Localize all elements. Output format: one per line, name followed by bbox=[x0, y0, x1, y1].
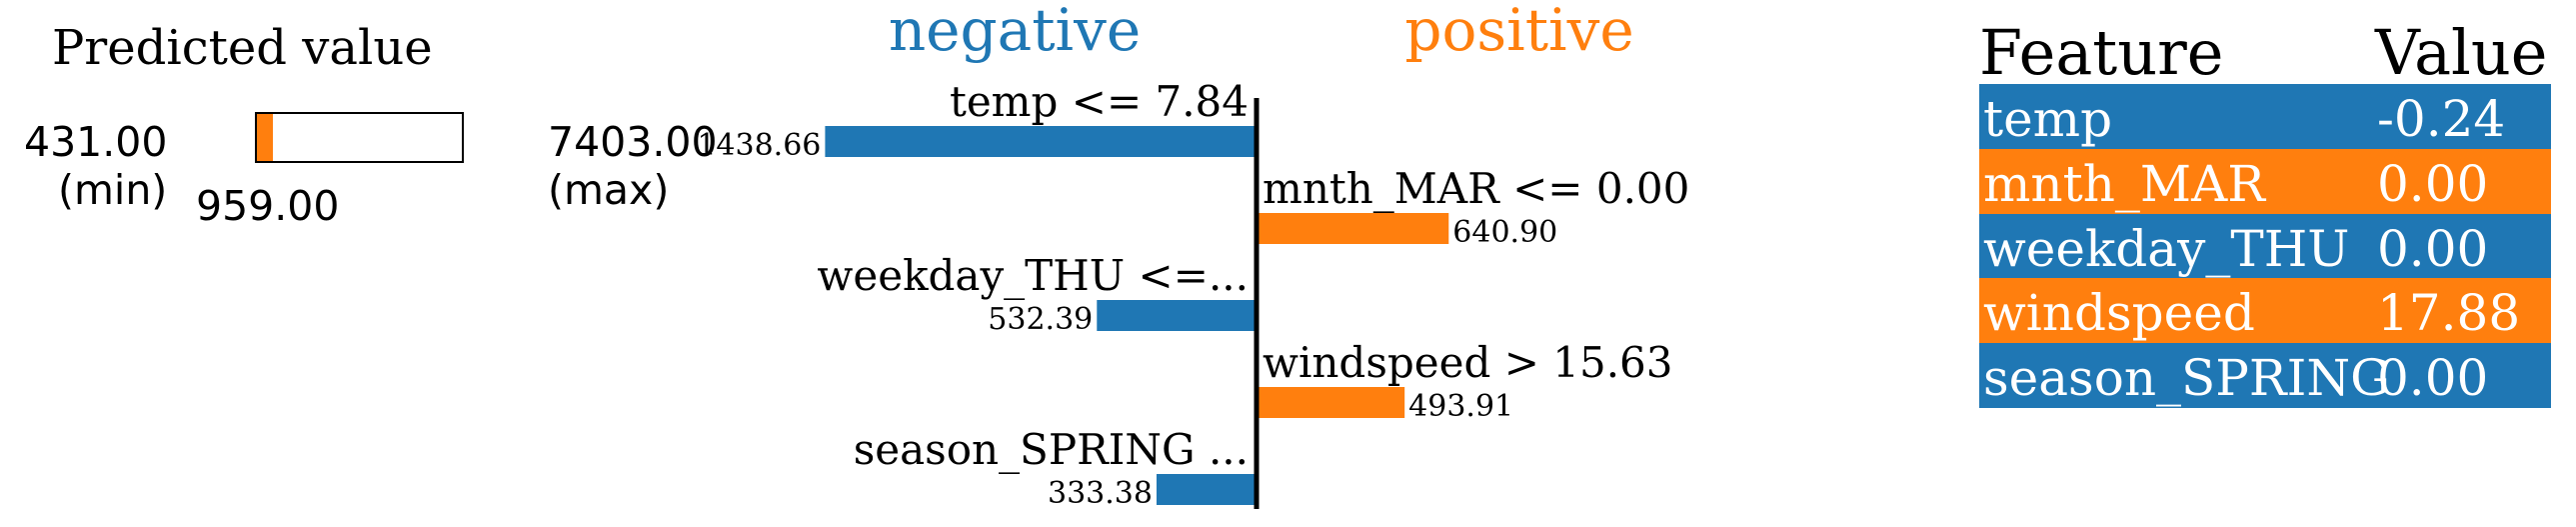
predicted-min-label: (min) bbox=[58, 166, 168, 214]
contribution-bar bbox=[825, 126, 1257, 157]
table-cell-feature: season_SPRING bbox=[1983, 349, 2391, 408]
predicted-value-fill bbox=[257, 114, 273, 161]
table-row: season_SPRING 0.00 bbox=[1979, 343, 2551, 408]
contribution-bar bbox=[1097, 300, 1257, 331]
table-cell-value: 0.00 bbox=[2377, 349, 2489, 408]
table-row: windspeed 17.88 bbox=[1979, 278, 2551, 344]
bar-category-label: season_SPRING ... bbox=[854, 425, 1249, 474]
negative-header: negative bbox=[889, 0, 1141, 64]
bar-value-label: 493.91 bbox=[1408, 389, 1513, 424]
table-cell-value: -0.24 bbox=[2377, 90, 2506, 148]
table-header: Feature Value bbox=[1979, 16, 2551, 89]
table-row: weekday_THU 0.00 bbox=[1979, 213, 2551, 279]
table-header-feature: Feature bbox=[1979, 16, 2224, 89]
predicted-max-value: 7403.00 bbox=[548, 118, 718, 166]
table-cell-value: 0.00 bbox=[2377, 219, 2489, 278]
table-row: mnth_MAR 0.00 bbox=[1979, 148, 2551, 214]
bar-category-label: mnth_MAR <= 0.00 bbox=[1263, 164, 1689, 213]
predicted-value-bar bbox=[255, 112, 464, 163]
table-cell-feature: windspeed bbox=[1983, 284, 2255, 343]
positive-header: positive bbox=[1404, 0, 1633, 64]
predicted-value-number: 959.00 bbox=[196, 182, 340, 230]
table-cell-value: 0.00 bbox=[2377, 154, 2489, 213]
contribution-bar bbox=[1156, 474, 1257, 505]
predicted-max-label: (max) bbox=[548, 166, 670, 214]
bar-category-label: temp <= 7.84 bbox=[950, 77, 1249, 126]
contribution-bar bbox=[1257, 213, 1449, 244]
table-header-value: Value bbox=[2375, 16, 2548, 89]
bar-value-label: 640.90 bbox=[1452, 215, 1557, 250]
table-row: temp -0.24 bbox=[1979, 84, 2551, 149]
contribution-bar bbox=[1257, 387, 1405, 418]
bar-value-label: 333.38 bbox=[1048, 476, 1153, 511]
bar-category-label: weekday_THU <=... bbox=[817, 251, 1249, 300]
feature-value-table: Feature Value temp -0.24 mnth_MAR 0.00 weekd… bbox=[1979, 16, 2551, 408]
table-cell-feature: temp bbox=[1983, 90, 2113, 148]
table-cell-feature: mnth_MAR bbox=[1983, 154, 2265, 213]
predicted-min-value: 431.00 bbox=[24, 118, 168, 166]
bar-value-label: 532.39 bbox=[988, 302, 1093, 337]
bar-value-label: 1438.66 bbox=[697, 128, 821, 163]
predicted-value-title: Predicted value bbox=[52, 20, 433, 76]
bar-category-label: windspeed > 15.63 bbox=[1263, 338, 1672, 387]
table-cell-value: 17.88 bbox=[2377, 284, 2521, 343]
table-cell-feature: weekday_THU bbox=[1983, 219, 2350, 278]
